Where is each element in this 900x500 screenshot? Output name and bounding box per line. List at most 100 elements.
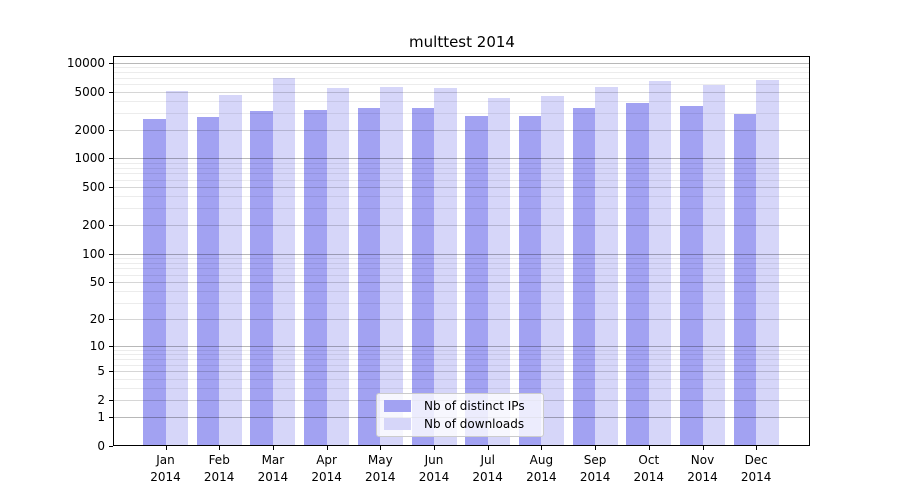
bar-may-downloads	[380, 86, 403, 445]
y-tick-10000	[109, 62, 113, 64]
bar-feb-ips	[196, 117, 220, 445]
bar-mar-ips	[250, 111, 273, 445]
gridline-minor-600	[114, 179, 809, 181]
bar-nov-downloads	[702, 85, 725, 445]
y-tick-label-20: 20	[89, 312, 105, 326]
x-tick-jun	[434, 446, 435, 450]
gridline-minor-800	[114, 167, 809, 169]
gridline-minor-90	[114, 258, 809, 260]
gridline-100	[114, 253, 809, 255]
y-tick-2	[109, 399, 113, 401]
plot-area	[113, 56, 810, 446]
x-tick-label-may: May 2014	[365, 453, 396, 484]
gridline-10	[114, 345, 809, 347]
x-tick-label-jun: Jun 2014	[418, 453, 450, 484]
y-tick-1000	[109, 158, 113, 160]
gridline-minor-3000	[114, 112, 809, 114]
x-tick-mar	[272, 446, 274, 450]
gridline-minor-3	[114, 387, 809, 389]
gridline-minor-4000	[114, 100, 809, 102]
gridline-minor-9000	[114, 67, 809, 69]
y-tick-100	[109, 253, 113, 255]
y-tick-label-0: 0	[97, 438, 105, 453]
gridline-5000	[114, 91, 809, 93]
x-tick-label-nov: Nov 2014	[687, 453, 718, 484]
y-tick-0	[109, 445, 113, 447]
x-tick-label-jan: Jan 2014	[150, 453, 181, 484]
bar-jun-ips	[411, 108, 434, 445]
x-tick-feb	[219, 446, 221, 450]
bar-jan-ips	[143, 118, 166, 445]
x-tick-label-apr: Apr 2014	[311, 453, 342, 484]
gridline-minor-8000	[114, 72, 809, 74]
gridline-minor-700	[114, 173, 809, 175]
bar-dec-downloads	[756, 80, 779, 445]
bar-jan-downloads	[165, 90, 188, 445]
gridline-minor-300	[114, 208, 809, 210]
gridline-50	[114, 282, 809, 284]
bar-oct-ips	[626, 103, 649, 445]
bar-apr-ips	[304, 110, 327, 445]
y-tick-label-50: 50	[89, 275, 105, 290]
gridline-minor-40	[114, 291, 809, 293]
gridline-2000	[114, 129, 809, 131]
x-tick-label-sep: Sep 2014	[579, 453, 611, 484]
x-tick-label-feb: Feb 2014	[203, 453, 235, 484]
y-tick-50	[109, 282, 113, 284]
y-tick-label-100: 100	[82, 246, 105, 261]
gridline-minor-7000	[114, 77, 809, 79]
bar-feb-downloads	[219, 95, 242, 445]
gridline-minor-9	[114, 349, 809, 351]
gridline-minor-80	[114, 262, 809, 264]
bar-jul-ips	[465, 116, 488, 445]
chart-title: multtest 2014	[409, 33, 515, 51]
gridline-20	[114, 319, 809, 320]
bar-may-ips	[357, 107, 381, 445]
gridline-5	[114, 371, 809, 373]
legend: Nb of distinct IPs Nb of downloads	[376, 393, 544, 437]
gridline-minor-70	[114, 268, 809, 270]
bar-dec-ips	[733, 113, 757, 445]
legend-swatch-downloads	[384, 418, 411, 430]
x-tick-label-jul: Jul 2014	[472, 453, 503, 484]
y-tick-2000	[109, 129, 113, 131]
x-tick-dec	[756, 446, 758, 450]
bar-sep-downloads	[595, 86, 618, 445]
bar-apr-downloads	[326, 88, 350, 445]
gridline-minor-6000	[114, 84, 809, 86]
legend-label-ips: Nb of distinct IPs	[424, 399, 525, 413]
bars-layer	[114, 57, 809, 445]
bar-aug-ips	[518, 116, 542, 445]
gridline-minor-60	[114, 274, 809, 276]
x-tick-apr	[326, 446, 328, 450]
y-tick-label-200: 200	[82, 218, 105, 233]
legend-swatch-ips	[384, 400, 411, 412]
y-tick-20	[109, 319, 113, 320]
y-tick-500	[109, 187, 113, 189]
x-tick-sep	[595, 446, 597, 450]
y-tick-label-5: 5	[97, 364, 105, 379]
x-tick-may	[380, 446, 382, 450]
y-tick-label-1: 1	[97, 409, 105, 424]
gridline-minor-30	[114, 302, 809, 304]
bar-aug-downloads	[541, 96, 564, 445]
gridline-minor-900	[114, 162, 809, 164]
bar-oct-downloads	[648, 81, 672, 445]
legend-label-downloads: Nb of downloads	[424, 417, 525, 431]
gridline-10000	[114, 62, 809, 64]
gridline-200	[114, 225, 809, 227]
y-tick-label-10000: 10000	[66, 55, 105, 70]
y-tick-label-10: 10	[89, 338, 105, 353]
y-tick-label-500: 500	[82, 180, 105, 195]
x-tick-label-mar: Mar 2014	[257, 453, 289, 484]
gridline-minor-4	[114, 378, 809, 380]
x-tick-aug	[541, 446, 543, 450]
y-tick-200	[109, 225, 113, 227]
bar-nov-ips	[680, 106, 703, 445]
x-tick-nov	[702, 446, 704, 450]
gridline-minor-7	[114, 359, 809, 361]
legend-item-ips: Nb of distinct IPs	[384, 399, 536, 413]
bar-sep-ips	[572, 107, 596, 445]
bar-jun-downloads	[434, 87, 457, 445]
